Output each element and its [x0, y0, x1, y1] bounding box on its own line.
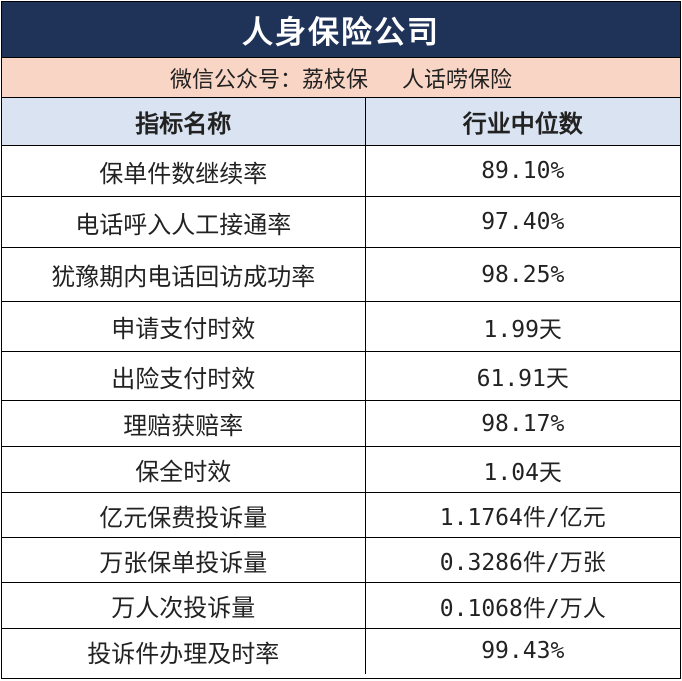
- page-title: 人身保险公司: [2, 2, 680, 58]
- table-row: 申请支付时效 1.99天: [2, 301, 680, 352]
- metrics-table: 指标名称 行业中位数 保单件数继续率 89.10% 电话呼入人工接通率 97.4…: [2, 98, 680, 674]
- table-row: 万人次投诉量 0.1068件/万人: [2, 582, 680, 629]
- metric-name-cell: 犹豫期内电话回访成功率: [2, 247, 366, 302]
- table-row: 电话呼入人工接通率 97.40%: [2, 196, 680, 248]
- metric-name-cell: 理赔获赔率: [2, 400, 366, 447]
- metric-value-cell: 99.43%: [365, 628, 680, 674]
- column-header-median: 行业中位数: [365, 98, 680, 146]
- metric-name-cell: 亿元保费投诉量: [2, 492, 366, 538]
- metric-name-cell: 万人次投诉量: [2, 582, 366, 629]
- metric-value-cell: 89.10%: [365, 145, 680, 197]
- subtitle-account: 微信公众号：荔枝保: [169, 67, 368, 93]
- metric-value-cell: 97.40%: [365, 196, 680, 248]
- table-row: 出险支付时效 61.91天: [2, 351, 680, 401]
- table-row: 犹豫期内电话回访成功率 98.25%: [2, 247, 680, 302]
- metric-name-cell: 电话呼入人工接通率: [2, 196, 366, 248]
- table-row: 理赔获赔率 98.17%: [2, 400, 680, 447]
- metric-value-cell: 98.25%: [365, 247, 680, 302]
- column-header-metric: 指标名称: [2, 98, 366, 146]
- table-row: 保单件数继续率 89.10%: [2, 145, 680, 197]
- subtitle-bar: 微信公众号：荔枝保 人话唠保险: [2, 58, 680, 98]
- table-row: 亿元保费投诉量 1.1764件/亿元: [2, 492, 680, 538]
- table-header-row: 指标名称 行业中位数: [2, 98, 680, 146]
- table-row: 投诉件办理及时率 99.43%: [2, 628, 680, 674]
- metric-name-cell: 申请支付时效: [2, 301, 366, 352]
- table-row: 万张保单投诉量 0.3286件/万张: [2, 537, 680, 583]
- metric-value-cell: 1.1764件/亿元: [365, 492, 680, 538]
- metric-name-cell: 保全时效: [2, 446, 366, 493]
- subtitle-slogan: 人话唠保险: [402, 67, 513, 93]
- metric-value-cell: 0.1068件/万人: [365, 582, 680, 629]
- table-row: 保全时效 1.04天: [2, 446, 680, 493]
- metric-value-cell: 1.99天: [365, 301, 680, 352]
- metric-value-cell: 98.17%: [365, 400, 680, 447]
- metric-value-cell: 61.91天: [365, 351, 680, 401]
- metric-name-cell: 万张保单投诉量: [2, 537, 366, 583]
- metric-value-cell: 0.3286件/万张: [365, 537, 680, 583]
- metric-value-cell: 1.04天: [365, 446, 680, 493]
- metric-name-cell: 出险支付时效: [2, 351, 366, 401]
- metric-name-cell: 投诉件办理及时率: [2, 628, 366, 674]
- metric-name-cell: 保单件数继续率: [2, 145, 366, 197]
